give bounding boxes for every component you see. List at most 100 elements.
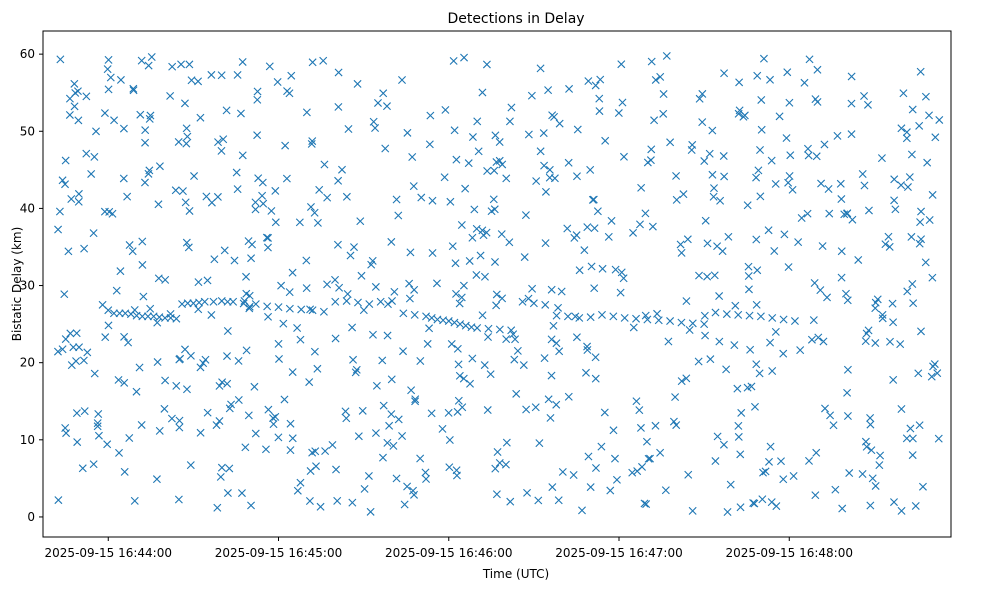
x-tick-label: 2025-09-15 16:45:00 [215, 546, 342, 560]
detection-point [845, 469, 854, 478]
detection-point [813, 65, 822, 74]
detection-point [213, 503, 222, 512]
detection-point [635, 220, 644, 229]
detection-point [495, 458, 504, 467]
detection-point [352, 365, 361, 374]
detection-point [618, 98, 627, 107]
detection-point [890, 175, 899, 184]
detection-point [236, 109, 245, 118]
detection-point [408, 153, 417, 162]
detection-point [54, 496, 63, 505]
detection-point [918, 482, 927, 491]
detection-point [750, 402, 759, 411]
detection-point [642, 437, 651, 446]
detection-point [749, 499, 758, 508]
detection-point [140, 178, 149, 187]
detection-point [125, 241, 134, 250]
detection-point [225, 404, 234, 413]
detection-point [248, 240, 257, 249]
detection-point [296, 335, 305, 344]
detection-point [368, 330, 377, 339]
detection-point [861, 337, 870, 346]
detection-point [274, 303, 283, 312]
detection-point [583, 223, 592, 232]
detection-point [650, 116, 659, 125]
detection-point [744, 262, 753, 271]
detection-point [478, 88, 487, 97]
detection-point [153, 318, 162, 327]
detection-point [282, 174, 291, 183]
detection-point [925, 215, 934, 224]
detection-point [119, 174, 128, 183]
detection-point [804, 151, 813, 160]
detection-point [688, 140, 697, 149]
detection-point [182, 139, 191, 148]
detection-point [684, 470, 693, 479]
detection-point [194, 77, 203, 86]
detection-point [141, 126, 150, 135]
detection-point [771, 179, 780, 188]
detection-point [306, 305, 315, 314]
detection-point [146, 304, 155, 313]
detection-point [388, 296, 397, 305]
detection-point [711, 308, 720, 317]
detection-point [908, 451, 917, 460]
detection-point [572, 333, 581, 342]
detection-point [93, 419, 102, 428]
detection-point [620, 313, 629, 322]
detection-point [864, 326, 873, 335]
detection-point [632, 314, 641, 323]
detection-point [161, 275, 170, 284]
detection-point [591, 374, 600, 383]
detection-point [346, 251, 355, 260]
detection-point [478, 311, 487, 320]
detection-point [398, 432, 407, 440]
detection-point [104, 321, 113, 330]
detection-point [138, 237, 147, 246]
detection-point [196, 428, 205, 437]
detection-point [911, 501, 920, 510]
detection-point [425, 324, 434, 333]
detection-point [847, 99, 856, 108]
detection-point [331, 275, 340, 284]
detection-point [115, 309, 124, 318]
detection-point [54, 225, 63, 234]
detection-point [837, 273, 846, 282]
detection-point [468, 133, 477, 142]
detection-point [271, 412, 280, 421]
detection-point [411, 395, 420, 404]
detection-point [90, 369, 99, 378]
detection-point [161, 313, 170, 322]
detection-point [617, 268, 626, 277]
detection-point [400, 500, 409, 509]
detection-point [722, 365, 731, 374]
detection-point [385, 421, 394, 430]
detection-point [267, 206, 276, 215]
detection-point [770, 247, 779, 255]
detection-point [302, 284, 311, 293]
detection-point [897, 124, 906, 133]
detection-point [161, 376, 170, 385]
detection-point [694, 357, 703, 366]
detection-point [817, 179, 826, 188]
detection-point [82, 92, 91, 101]
detection-point [58, 176, 67, 185]
detection-point [472, 270, 481, 279]
detection-point [242, 346, 251, 355]
detection-point [866, 501, 875, 510]
detection-point [214, 138, 223, 147]
detection-point [104, 306, 113, 315]
detection-point [547, 371, 556, 380]
plot-frame [42, 30, 952, 538]
detection-point [116, 267, 125, 276]
detection-point [478, 226, 487, 235]
detection-point [923, 158, 932, 167]
detection-point [816, 286, 825, 295]
detection-point [405, 294, 414, 303]
detection-point [541, 239, 550, 248]
detection-point [101, 333, 110, 342]
detection-point [72, 357, 81, 366]
detection-point [571, 312, 580, 321]
detection-point [554, 496, 563, 505]
detection-point [383, 331, 392, 340]
